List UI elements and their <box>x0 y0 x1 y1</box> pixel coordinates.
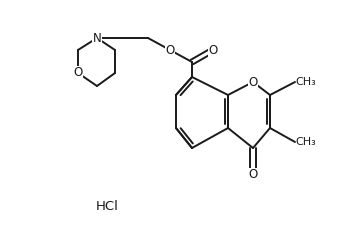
Text: O: O <box>208 44 218 56</box>
Text: N: N <box>93 32 101 44</box>
Text: HCl: HCl <box>96 201 118 213</box>
Text: O: O <box>165 44 175 56</box>
Text: CH₃: CH₃ <box>295 77 316 87</box>
Text: O: O <box>73 66 83 80</box>
Text: O: O <box>248 76 258 88</box>
Text: O: O <box>248 168 258 182</box>
Text: CH₃: CH₃ <box>295 137 316 147</box>
